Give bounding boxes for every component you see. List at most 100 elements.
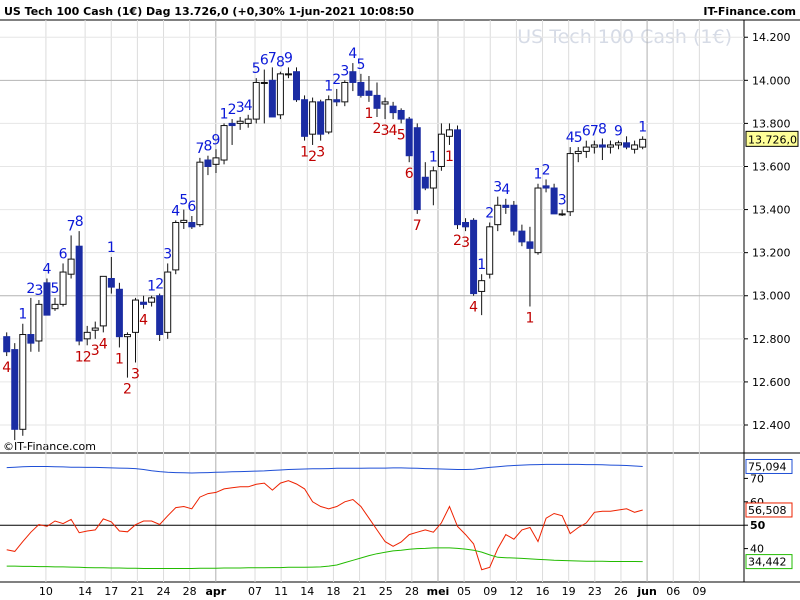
candle-body — [11, 349, 19, 430]
x-tick-label: 26 — [614, 585, 628, 598]
td-count-label: 1 — [534, 167, 543, 183]
candle-body — [317, 101, 325, 135]
x-tick-label: 28 — [183, 585, 197, 598]
candle-body — [413, 127, 421, 211]
td-count-label: 9 — [212, 132, 221, 148]
osc-value-label: 75,094 — [748, 460, 787, 473]
brand-label: IT-Finance.com — [703, 5, 796, 18]
candle-body — [494, 204, 502, 226]
x-tick-label: apr — [205, 585, 226, 598]
candle-body — [83, 331, 91, 340]
candle-body — [429, 170, 437, 189]
candle-body — [51, 303, 59, 310]
candle-body — [574, 150, 582, 155]
last-price-box — [745, 130, 799, 147]
td-count-label: 2 — [332, 72, 341, 88]
td-count-label: 2 — [542, 162, 551, 178]
candle-body — [107, 278, 115, 288]
osc-y-tick-label: 40 — [750, 543, 764, 556]
osc-series-line — [6, 547, 643, 569]
x-tick-label: jun — [636, 585, 656, 598]
td-count-label: 1 — [147, 279, 156, 295]
td-count-label: 8 — [598, 121, 607, 137]
td-count-label: 1 — [115, 351, 124, 367]
td-count-label: 4 — [566, 130, 575, 146]
td-count-label: 7 — [268, 50, 277, 66]
candle-body — [164, 271, 172, 333]
td-count-label: 2 — [155, 277, 164, 293]
osc-value-label: 34,442 — [748, 556, 787, 569]
candle-body — [204, 159, 212, 167]
candle-body — [228, 122, 236, 127]
y-tick-label: 12.800 — [752, 333, 791, 346]
y-tick-label: 13.000 — [752, 290, 791, 303]
x-tick-label: 28 — [405, 585, 419, 598]
candle-body — [405, 118, 413, 157]
td-count-label: 4 — [99, 336, 108, 352]
td-count-label: 6 — [187, 199, 196, 215]
candle-body — [284, 73, 292, 76]
osc-value-box — [745, 458, 793, 474]
td-count-label: 6 — [582, 124, 591, 140]
candle-body — [123, 334, 131, 338]
candle-body — [462, 221, 470, 228]
td-count-label: 1 — [477, 257, 486, 273]
osc-value-box — [745, 554, 793, 570]
y-tick-label: 13.400 — [752, 204, 791, 217]
td-count-label: 2 — [485, 205, 494, 221]
candle-body — [99, 275, 107, 327]
td-count-label: 3 — [131, 367, 140, 383]
td-count-label: 1 — [18, 307, 27, 323]
candle-body — [558, 213, 566, 216]
candle-body — [325, 99, 333, 133]
candle-body — [606, 144, 614, 148]
last-price-label: 13.726,0 — [748, 133, 797, 146]
td-count-label: 3 — [493, 180, 502, 196]
osc-value-box — [745, 502, 793, 518]
td-count-label: 1 — [445, 149, 454, 165]
td-count-label: 1 — [300, 145, 309, 161]
x-tick-label: 09 — [692, 585, 706, 598]
candle-body — [172, 221, 180, 271]
td-count-label: 8 — [203, 139, 212, 155]
td-count-label: 3 — [236, 100, 245, 116]
candle-body — [91, 327, 99, 331]
x-tick-label: 06 — [666, 585, 680, 598]
candle-body — [582, 146, 590, 152]
td-count-label: 5 — [51, 281, 60, 297]
candle-body — [3, 336, 11, 353]
candle-body — [502, 204, 510, 208]
candle-body — [115, 288, 123, 338]
td-count-label: 4 — [42, 262, 51, 278]
candle-body — [19, 334, 27, 430]
candle-body — [454, 129, 461, 226]
chart-title: US Tech 100 Cash (1€) Dag 13.726,0 (+0,3… — [4, 5, 414, 18]
candle-body — [59, 271, 67, 305]
td-count-label: 5 — [252, 61, 261, 77]
td-count-label: 2 — [83, 349, 92, 365]
td-count-label: 7 — [590, 124, 599, 140]
y-tick-label: 13.200 — [752, 247, 791, 260]
candle-body — [260, 81, 268, 84]
td-count-label: 4 — [389, 123, 398, 139]
x-tick-label: 24 — [157, 585, 171, 598]
candle-body — [27, 334, 35, 344]
td-count-label: 6 — [59, 246, 68, 262]
td-count-label: 2 — [453, 233, 462, 249]
x-tick-label: mei — [427, 585, 450, 598]
candle-body — [365, 90, 373, 96]
td-count-label: 2 — [308, 149, 317, 165]
osc-y-tick-label: 50 — [750, 519, 766, 532]
candle-body — [373, 94, 381, 109]
candle-body — [631, 144, 639, 150]
td-count-label: 3 — [340, 63, 349, 79]
y-tick-label: 12.400 — [752, 419, 791, 432]
x-tick-label: 14 — [78, 585, 92, 598]
td-count-label: 3 — [381, 123, 390, 139]
candle-body — [389, 105, 397, 114]
candle-body — [333, 99, 341, 103]
candle-body — [486, 226, 494, 275]
td-count-label: 9 — [284, 50, 293, 66]
candle-body — [35, 303, 43, 342]
x-tick-label: 07 — [248, 585, 262, 598]
